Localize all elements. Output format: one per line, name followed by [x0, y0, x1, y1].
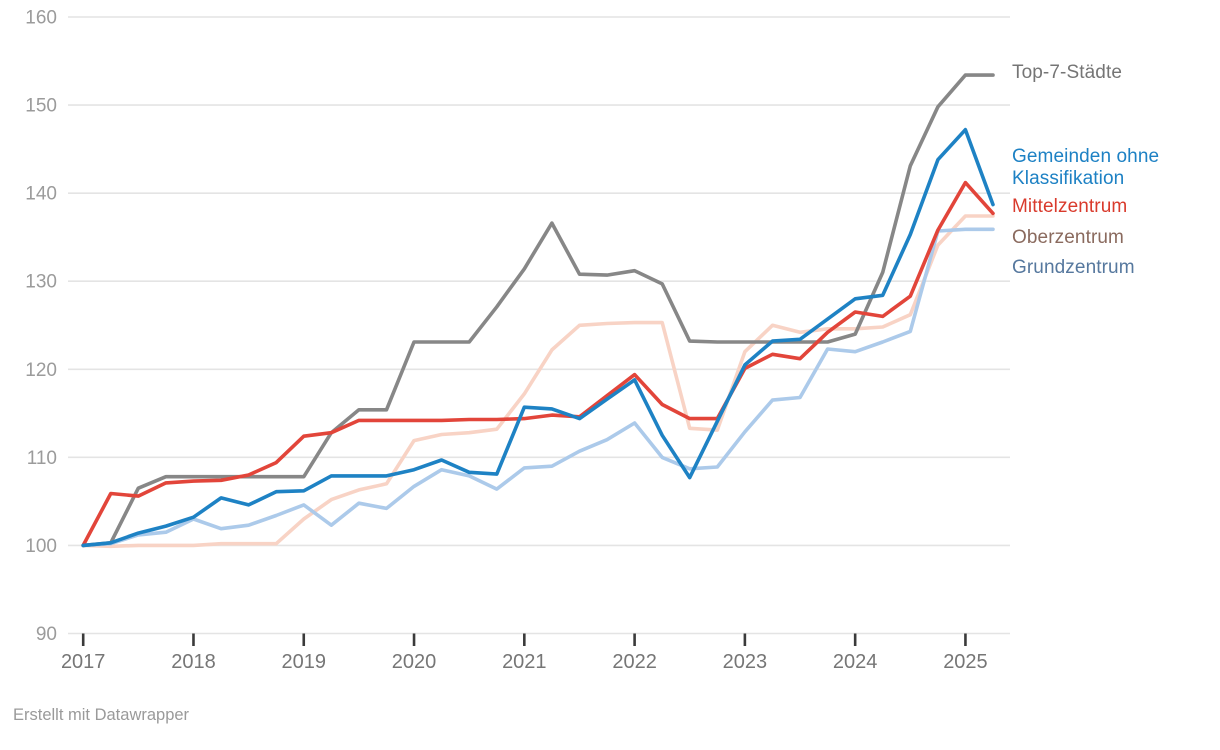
oberzentrum-line — [81, 214, 995, 549]
y-axis-label-90: 90 — [36, 624, 57, 645]
x-axis-label-2021: 2021 — [502, 651, 547, 673]
x-axis-label-2025: 2025 — [943, 651, 988, 673]
y-axis-label-130: 130 — [25, 272, 57, 293]
x-axis-ticks — [81, 633, 967, 646]
x-axis-label-2022: 2022 — [612, 651, 657, 673]
x-axis-label-2017: 2017 — [61, 651, 106, 673]
x-axis-label-2018: 2018 — [171, 651, 216, 673]
legend-label-top-7-staedte: Top-7-Städte — [1012, 62, 1122, 83]
legend-label-grundzentrum: Grundzentrum — [1012, 257, 1135, 278]
series-lines — [81, 73, 995, 549]
x-axis-label-2024: 2024 — [833, 651, 878, 673]
y-axis-label-110: 110 — [27, 448, 57, 469]
legend-label-oberzentrum: Oberzentrum — [1012, 227, 1124, 248]
y-axis-label-150: 150 — [25, 96, 57, 117]
x-axis-label-2020: 2020 — [392, 651, 437, 673]
mittelzentrum-line — [81, 180, 995, 548]
y-axis-labels: 90 100 110 120 130 140 150 160 — [25, 8, 57, 645]
y-axis-label-100: 100 — [25, 536, 57, 557]
legend-label-mittelzentrum: Mittelzentrum — [1012, 196, 1128, 217]
grundzentrum-line — [81, 227, 995, 548]
y-gridlines — [68, 16, 1010, 635]
gemeinden-ohne-klassifikation-line — [81, 127, 995, 548]
top-7-staedte-line — [81, 73, 995, 548]
y-axis-label-140: 140 — [25, 184, 57, 205]
y-axis-label-160: 160 — [25, 8, 57, 29]
x-axis-label-2019: 2019 — [282, 651, 327, 673]
x-axis-labels: 2017 2018 2019 2020 2021 2022 2023 2024 2025 — [61, 651, 988, 673]
y-axis-label-120: 120 — [25, 360, 57, 381]
x-axis-label-2023: 2023 — [723, 651, 768, 673]
datawrapper-credit-link[interactable]: Erstellt mit Datawrapper — [13, 706, 190, 724]
legend-label-gemeinden-ohne-klassifikation: Gemeinden ohne Klassifikation — [1012, 146, 1160, 189]
